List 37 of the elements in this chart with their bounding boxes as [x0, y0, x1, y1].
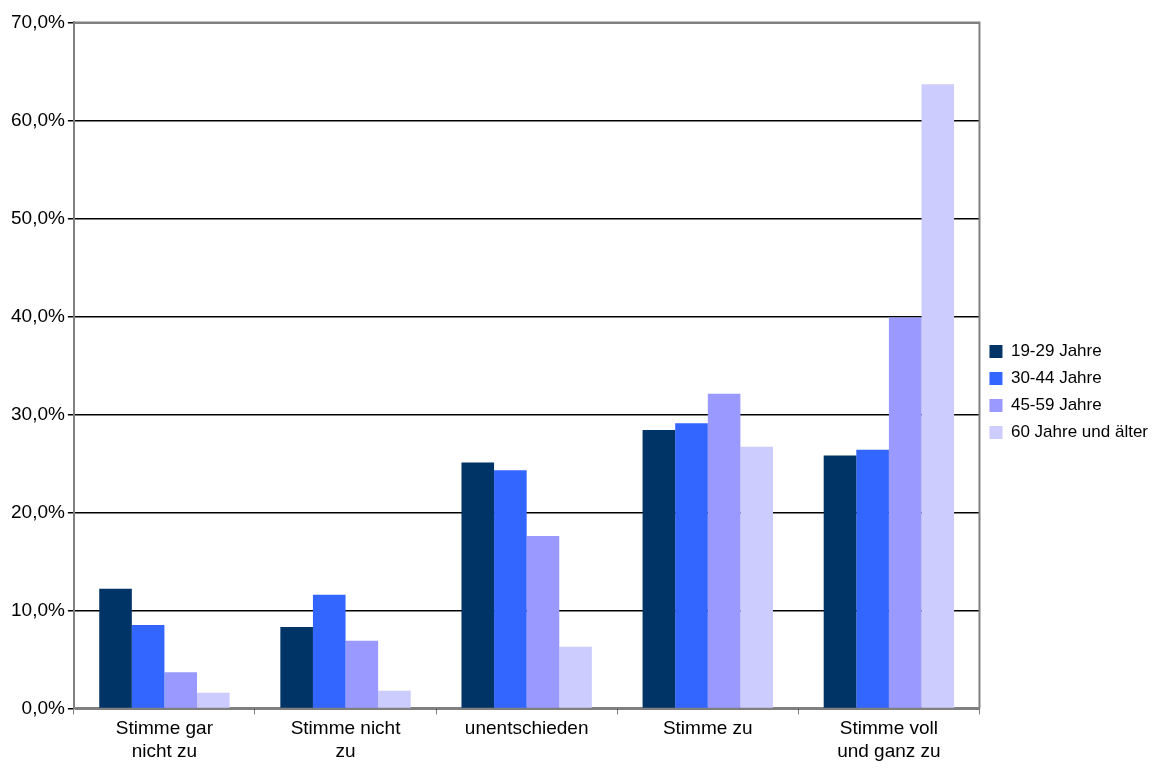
legend-label: 19-29 Jahre — [1010, 341, 1102, 361]
bar — [312, 594, 346, 708]
x-tick-label: Stimme voll und ganz zu — [837, 717, 941, 761]
bar — [494, 470, 527, 708]
y-tick-label: 0,0% — [21, 696, 65, 718]
y-tick-label: 40,0% — [11, 304, 65, 326]
bar — [164, 672, 198, 708]
bar — [856, 449, 889, 708]
x-tick-label: unentschieden — [464, 717, 589, 739]
bar — [675, 423, 708, 708]
y-tick-label: 70,0% — [11, 10, 65, 32]
x-tick-label: Stimme zu — [662, 717, 753, 739]
bar — [823, 455, 857, 708]
bar — [707, 393, 741, 708]
bar — [740, 446, 773, 708]
legend-label: 45-59 Jahre — [1010, 395, 1102, 415]
y-tick-label: 60,0% — [11, 108, 65, 130]
bar — [526, 535, 560, 708]
bar — [461, 462, 495, 708]
bar — [345, 640, 379, 708]
bar — [99, 588, 132, 708]
y-tick-label: 20,0% — [11, 500, 65, 522]
bar — [559, 646, 592, 708]
y-tick-label: 50,0% — [11, 206, 65, 228]
bar — [280, 627, 313, 708]
bar — [642, 430, 676, 708]
bar — [378, 690, 411, 708]
x-tick-label: Stimme nicht zu — [290, 717, 402, 761]
bar — [197, 692, 230, 708]
legend-label: 60 Jahre und älter — [1010, 422, 1149, 442]
x-tick-label: Stimme gar nicht zu — [115, 717, 214, 761]
y-tick-label: 30,0% — [11, 402, 65, 424]
bar — [131, 625, 165, 708]
bar — [888, 317, 922, 708]
y-tick-label: 10,0% — [11, 598, 65, 620]
bar — [921, 84, 955, 708]
legend-label: 30-44 Jahre — [1010, 368, 1102, 388]
